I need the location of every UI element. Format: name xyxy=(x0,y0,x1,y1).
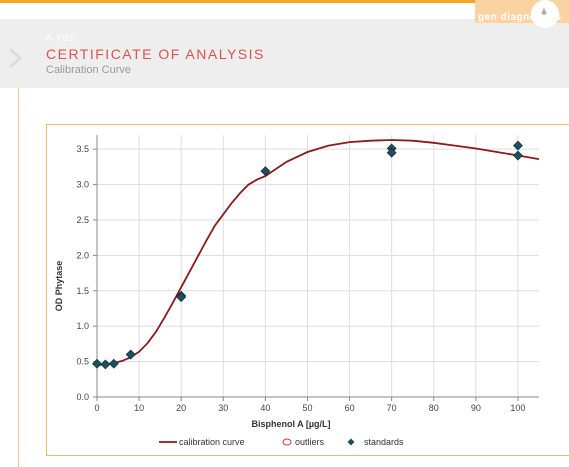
calibration-curve-line xyxy=(96,139,540,366)
x-tick-label: 20 xyxy=(176,403,186,413)
y-axis-label: OD Phytase xyxy=(54,261,64,312)
x-tick-label: 90 xyxy=(471,403,481,413)
legend-outliers-swatch xyxy=(282,438,292,446)
y-tick-label: 2.5 xyxy=(76,215,89,225)
chart-grid xyxy=(97,135,539,397)
y-tick-label: 0.0 xyxy=(76,392,89,402)
standard-point xyxy=(108,358,119,369)
x-tick-label: 70 xyxy=(387,403,397,413)
chart-axes xyxy=(96,135,539,398)
y-tick-label: 3.0 xyxy=(76,180,89,190)
standard-point xyxy=(92,358,102,369)
x-tick-label: 100 xyxy=(510,403,525,413)
x-tick-label: 10 xyxy=(134,403,144,413)
page-subtitle: Calibration Curve xyxy=(46,64,131,76)
standard-point xyxy=(100,359,111,370)
x-tick-label: 30 xyxy=(218,403,228,413)
y-tick-label: 0.5 xyxy=(76,357,89,367)
drop-icon xyxy=(541,8,547,15)
content-frame-border xyxy=(18,88,19,467)
brand-name: gen diagnostics xyxy=(478,12,562,23)
x-tick-label: 60 xyxy=(345,403,355,413)
y-tick-label: 1.5 xyxy=(76,286,89,296)
certificate-header: A-YBS CERTIFICATE OF ANALYSIS Calibratio… xyxy=(0,19,569,88)
page-title: CERTIFICATE OF ANALYSIS xyxy=(46,46,265,62)
chart-container: 0 10 20 30 40 50 60 70 80 90 100 0.0 0.5 1.0 1.5 2.0 2.5… xyxy=(46,124,569,456)
standard-point xyxy=(125,349,136,360)
calibration-chart: 0 10 20 30 40 50 60 70 80 90 100 0.0 0.5 1.0 1.5 2.0 2.5… xyxy=(54,135,540,447)
standard-point xyxy=(513,140,523,151)
y-tick-label: 1.0 xyxy=(76,321,89,331)
legend-outliers-label: outliers xyxy=(295,437,325,447)
standard-point xyxy=(386,147,397,158)
legend-curve-label: calibration curve xyxy=(179,437,245,447)
legend-standards-label: standards xyxy=(364,437,404,447)
chart-legend: calibration curve outliers standards xyxy=(159,437,404,447)
y-tick-label: 3.5 xyxy=(76,144,89,154)
x-tick-label: 0 xyxy=(94,403,99,413)
x-tick-label: 50 xyxy=(302,403,312,413)
y-tick-label: 2.0 xyxy=(76,250,89,260)
legend-standards-swatch xyxy=(347,438,355,446)
x-axis-label: Bisphenol A [µg/L] xyxy=(251,419,330,429)
chevron-right-icon xyxy=(8,47,23,69)
document-code: A-YBS xyxy=(46,33,76,43)
standards-points xyxy=(92,140,523,370)
x-tick-label: 80 xyxy=(429,403,439,413)
standard-point xyxy=(513,150,523,161)
standard-point xyxy=(176,292,187,303)
top-accent-rule xyxy=(0,0,569,3)
x-tick-label: 40 xyxy=(260,403,270,413)
standard-point xyxy=(260,166,271,177)
chart-ticks: 0 10 20 30 40 50 60 70 80 90 100 0.0 0.5 1.0 1.5 2.0 2.5… xyxy=(76,144,525,413)
